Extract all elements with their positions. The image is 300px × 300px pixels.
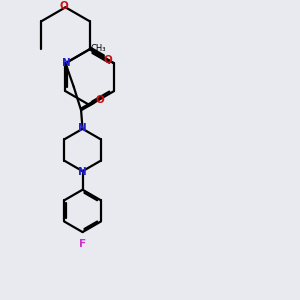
Text: O: O [59, 1, 68, 11]
Text: N: N [78, 167, 87, 177]
Text: CH₃: CH₃ [91, 44, 106, 53]
Text: N: N [62, 58, 70, 68]
Text: O: O [104, 55, 112, 65]
Text: F: F [79, 238, 86, 249]
Text: O: O [95, 95, 104, 105]
Text: N: N [78, 123, 87, 133]
